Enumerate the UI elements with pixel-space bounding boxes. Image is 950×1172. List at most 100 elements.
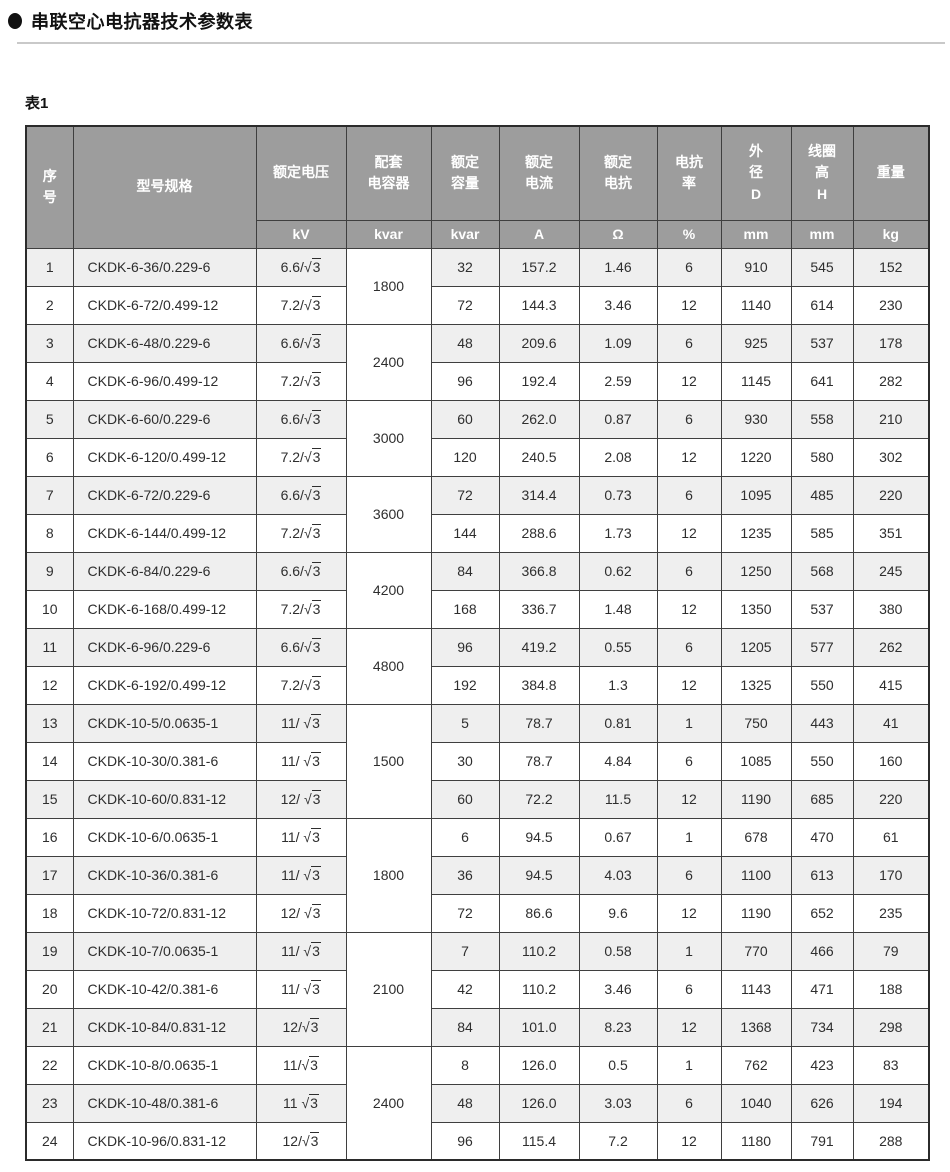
cell-no: 11	[25, 627, 74, 667]
cell-rate: 6	[656, 323, 722, 363]
col-header-coil_height: 线圈 高 H	[790, 125, 854, 221]
cell-model: CKDK-10-8/0.0635-1	[72, 1045, 257, 1085]
cell-voltage: 7.2/√3	[255, 361, 347, 401]
cell-current: 384.8	[498, 665, 580, 705]
cell-reactance: 4.84	[578, 741, 658, 781]
cell-voltage: 7.2/√3	[255, 589, 347, 629]
cell-rate: 6	[656, 475, 722, 515]
cell-model: CKDK-10-96/0.831-12	[72, 1121, 257, 1161]
cell-capacitor: 1800	[345, 817, 432, 933]
cell-current: 110.2	[498, 931, 580, 971]
cell-weight: 152	[852, 247, 930, 287]
table-row: 22 CKDK-10-8/0.0635-1 11/√3 2400 8 126.0 0.5 1 7…	[25, 1045, 930, 1161]
cell-no: 12	[25, 665, 74, 705]
cell-voltage: 6.6/√3	[255, 247, 347, 287]
cell-rate: 12	[656, 361, 722, 401]
cell-current: 314.4	[498, 475, 580, 515]
col-header-current: 额定 电流	[498, 125, 580, 221]
cell-voltage: 12/ √3	[255, 779, 347, 819]
table-row: 19 CKDK-10-7/0.0635-1 11/ √3 2100 7 110.2 0.58…	[25, 931, 930, 1047]
col-header-model: 型号规格	[72, 125, 257, 249]
table-row: 11 CKDK-6-96/0.229-6 6.6/√3 4800 96 419.2 0.55…	[25, 627, 930, 705]
cell-current: 192.4	[498, 361, 580, 401]
cell-diameter: 678	[720, 817, 792, 857]
cell-capacity: 168	[430, 589, 500, 629]
table-row: 16 CKDK-10-6/0.0635-1 11/ √3 1800 6 94.5 0.67 1…	[25, 817, 930, 933]
cell-rate: 6	[656, 627, 722, 667]
cell-no: 7	[25, 475, 74, 515]
cell-capacity: 84	[430, 551, 500, 591]
cell-reactance: 1.48	[578, 589, 658, 629]
cell-model: CKDK-10-60/0.831-12	[72, 779, 257, 819]
cell-weight: 61	[852, 817, 930, 857]
cell-model: CKDK-6-72/0.499-12	[72, 285, 257, 325]
cell-capacity: 72	[430, 893, 500, 933]
table-row: 1 CKDK-6-36/0.229-6 6.6/√3 1800 32 157.2 1.46 6…	[25, 247, 930, 325]
cell-current: 94.5	[498, 817, 580, 857]
table-row: 9 CKDK-6-84/0.229-6 6.6/√3 4200 84 366.8 0.62 6…	[25, 551, 930, 629]
cell-no: 1	[25, 247, 74, 287]
cell-diameter: 1095	[720, 475, 792, 515]
cell-coil_height: 791	[790, 1121, 854, 1161]
cell-weight: 188	[852, 969, 930, 1009]
cell-no: 23	[25, 1083, 74, 1123]
cell-model: CKDK-6-96/0.499-12	[72, 361, 257, 401]
cell-diameter: 1220	[720, 437, 792, 477]
cell-model: CKDK-6-36/0.229-6	[72, 247, 257, 287]
col-header-voltage: 额定电压	[255, 125, 347, 221]
cell-model: CKDK-10-42/0.381-6	[72, 969, 257, 1009]
cell-no: 24	[25, 1121, 74, 1161]
cell-rate: 6	[656, 247, 722, 287]
cell-voltage: 11/ √3	[255, 703, 347, 743]
table-row: 12 CKDK-6-192/0.499-12 7.2/√3 192 384.8 1.3 12…	[25, 665, 930, 705]
cell-diameter: 1250	[720, 551, 792, 591]
cell-model: CKDK-6-72/0.229-6	[72, 475, 257, 515]
cell-voltage: 6.6/√3	[255, 323, 347, 363]
cell-weight: 41	[852, 703, 930, 743]
cell-current: 336.7	[498, 589, 580, 629]
cell-reactance: 1.09	[578, 323, 658, 363]
col-unit-coil_height: mm	[790, 219, 854, 249]
cell-reactance: 1.3	[578, 665, 658, 705]
cell-capacity: 5	[430, 703, 500, 743]
cell-coil_height: 734	[790, 1007, 854, 1047]
cell-rate: 12	[656, 893, 722, 933]
cell-coil_height: 585	[790, 513, 854, 553]
col-unit-diameter: mm	[720, 219, 792, 249]
cell-weight: 262	[852, 627, 930, 667]
cell-voltage: 11/ √3	[255, 741, 347, 781]
table-row: 4 CKDK-6-96/0.499-12 7.2/√3 96 192.4 2.59 12 11…	[25, 361, 930, 401]
page-title: 串联空心电抗器技术参数表	[31, 12, 253, 32]
cell-weight: 288	[852, 1121, 930, 1161]
cell-diameter: 1190	[720, 779, 792, 819]
cell-capacity: 6	[430, 817, 500, 857]
cell-current: 86.6	[498, 893, 580, 933]
header-label-row: 序 号型号规格 额定电压 配套 电容器 额定 容量 额定 电流 额定 电抗 电抗 率外 径 …	[25, 125, 930, 249]
cell-model: CKDK-6-84/0.229-6	[72, 551, 257, 591]
cell-coil_height: 614	[790, 285, 854, 325]
cell-voltage: 7.2/√3	[255, 437, 347, 477]
cell-voltage: 6.6/√3	[255, 475, 347, 515]
cell-current: 126.0	[498, 1045, 580, 1085]
cell-diameter: 750	[720, 703, 792, 743]
cell-voltage: 11/ √3	[255, 855, 347, 895]
cell-weight: 160	[852, 741, 930, 781]
cell-no: 6	[25, 437, 74, 477]
cell-weight: 380	[852, 589, 930, 629]
table-header: 序 号型号规格 额定电压 配套 电容器 额定 容量 额定 电流 额定 电抗 电抗 率外 径 …	[25, 125, 930, 249]
cell-capacitor: 3600	[345, 475, 432, 553]
cell-reactance: 0.55	[578, 627, 658, 667]
cell-coil_height: 443	[790, 703, 854, 743]
table-row: 2 CKDK-6-72/0.499-12 7.2/√3 72 144.3 3.46 12 11…	[25, 285, 930, 325]
cell-capacitor: 2400	[345, 323, 432, 401]
cell-current: 144.3	[498, 285, 580, 325]
cell-reactance: 8.23	[578, 1007, 658, 1047]
cell-coil_height: 626	[790, 1083, 854, 1123]
cell-capacitor: 2400	[345, 1045, 432, 1161]
cell-current: 126.0	[498, 1083, 580, 1123]
cell-capacity: 72	[430, 285, 500, 325]
cell-weight: 245	[852, 551, 930, 591]
cell-diameter: 1235	[720, 513, 792, 553]
cell-voltage: 12/√3	[255, 1007, 347, 1047]
cell-rate: 12	[656, 285, 722, 325]
